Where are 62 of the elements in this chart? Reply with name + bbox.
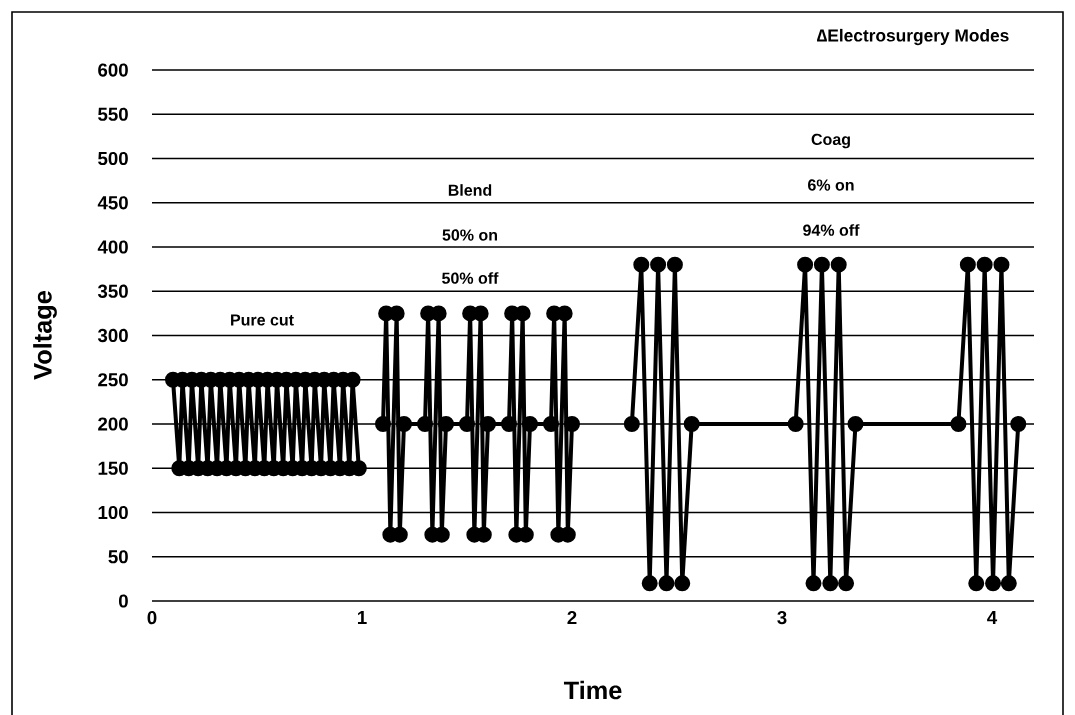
y-tick-label: 300 (97, 328, 128, 343)
point (1000, 575, 1017, 592)
annotation: 50% on (442, 229, 497, 241)
point (950, 416, 967, 433)
point (797, 256, 814, 273)
x-tick-label: 0 (147, 611, 157, 625)
point (813, 256, 830, 273)
point (674, 575, 691, 592)
y-tick-label: 400 (97, 240, 128, 254)
point (1010, 416, 1027, 433)
point (438, 416, 455, 433)
point (564, 416, 581, 433)
y-tick-label: 500 (98, 151, 128, 166)
point (787, 416, 804, 433)
point (375, 416, 391, 433)
chart-title: ∆Electrosurgery Modes (817, 28, 1009, 46)
point (501, 416, 518, 433)
point (417, 416, 434, 433)
point (623, 416, 640, 433)
point (633, 256, 650, 273)
annotation: 6% on (808, 179, 854, 191)
y-axis-title: Voltage (33, 291, 57, 380)
point (641, 575, 658, 592)
y-tick-label: 0 (118, 594, 128, 608)
point (993, 256, 1010, 273)
x-tick-label: 3 (777, 611, 787, 625)
annotation: Pure cut (231, 314, 294, 326)
y-tick-label: 250 (98, 373, 128, 387)
annotation: 50% off (442, 272, 499, 284)
annotation: Blend (448, 184, 492, 196)
point (683, 416, 700, 433)
x-tick-label: 2 (567, 611, 577, 625)
point (822, 575, 839, 592)
y-tick-label: 100 (98, 505, 128, 520)
x-tick-label: 4 (987, 611, 998, 624)
annotation: Coag (811, 133, 850, 149)
y-tick-label: 350 (97, 284, 128, 298)
y-tick-label: 550 (98, 107, 128, 121)
point (838, 575, 855, 592)
point (650, 256, 667, 273)
y-tick-label: 150 (98, 461, 128, 475)
y-tick-label: 200 (98, 417, 128, 431)
point (985, 575, 1002, 592)
x-tick-label: 1 (357, 611, 367, 624)
point (968, 575, 985, 592)
y-tick-label: 50 (108, 550, 128, 564)
point (959, 256, 976, 273)
point (480, 416, 497, 433)
point (658, 575, 675, 592)
point (543, 416, 560, 433)
x-axis-title: Time (563, 680, 622, 700)
y-tick-label: 450 (97, 196, 128, 210)
point (396, 416, 413, 433)
annotation: 94% off (803, 224, 860, 236)
point (847, 416, 864, 433)
point (830, 256, 847, 273)
y-tick-label: 600 (98, 63, 128, 77)
point (459, 416, 476, 433)
point (976, 256, 993, 273)
point (666, 256, 683, 273)
point (805, 575, 822, 592)
point (522, 416, 539, 433)
